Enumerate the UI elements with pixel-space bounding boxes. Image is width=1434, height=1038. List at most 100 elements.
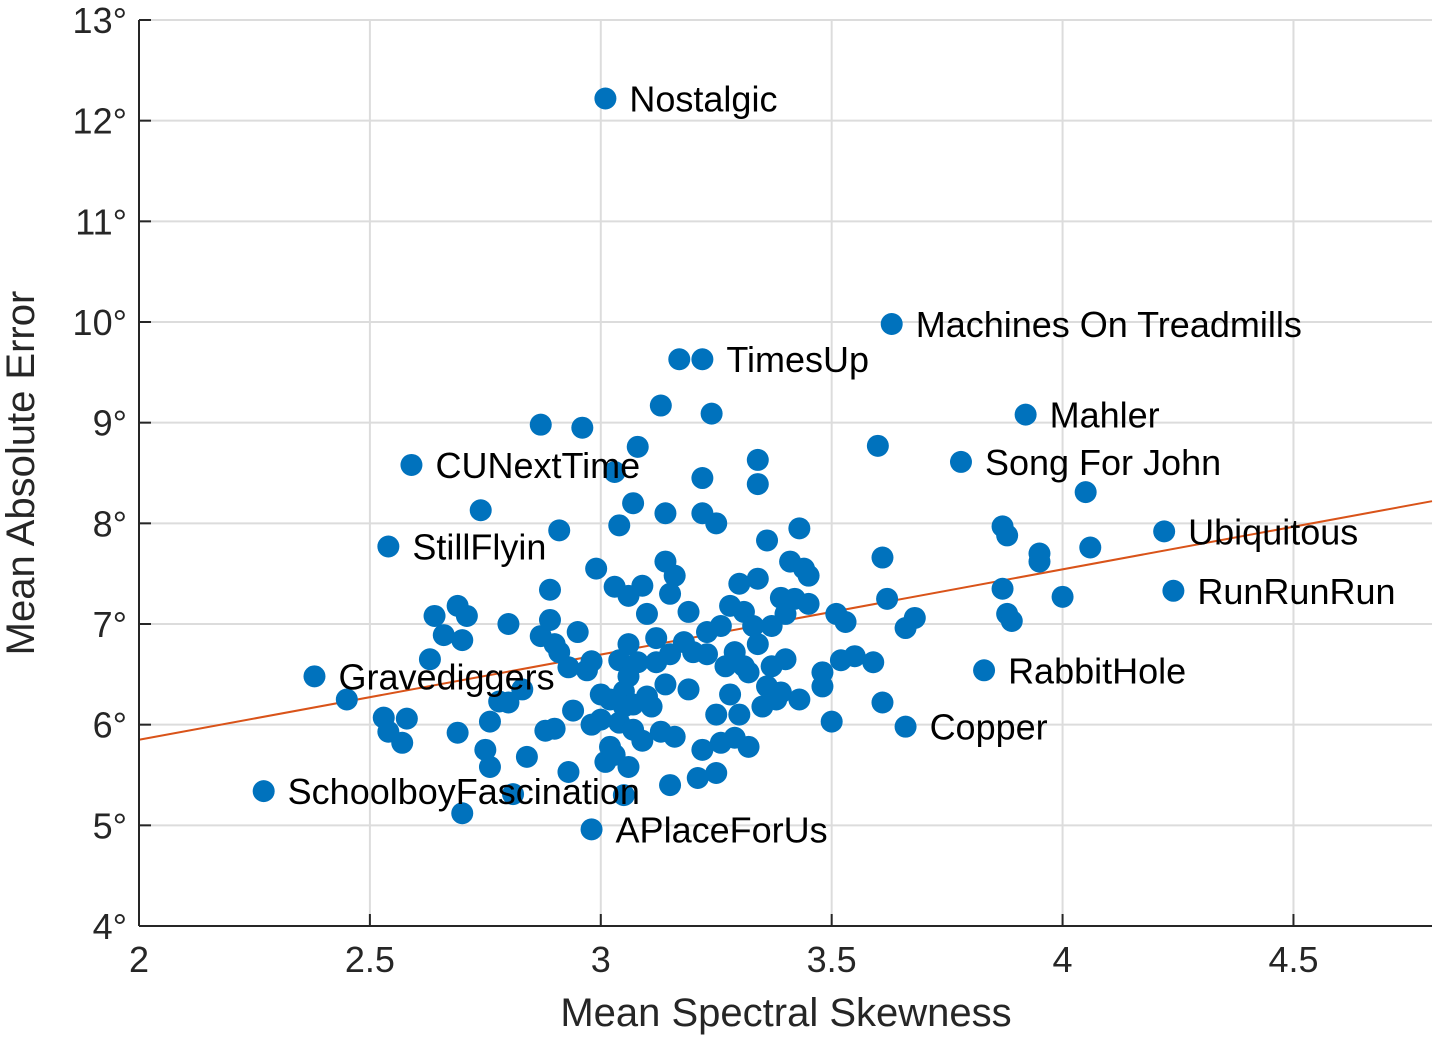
data-point bbox=[663, 725, 686, 748]
data-point-labeled bbox=[1162, 579, 1185, 602]
tick-labels: 2 2.5 3 3.5 4 4.5 4° 5° 6° 7° 8° 9° 10° 11° 12° 13° bbox=[73, 0, 1319, 980]
data-point bbox=[511, 678, 534, 701]
x-tick-label: 3 bbox=[591, 939, 611, 980]
data-point bbox=[589, 708, 612, 731]
data-point bbox=[705, 761, 728, 784]
data-point bbox=[862, 651, 885, 674]
point-label: Ubiquitous bbox=[1188, 511, 1358, 552]
data-point bbox=[788, 517, 811, 540]
data-point bbox=[691, 467, 714, 490]
point-label: Gravediggers bbox=[338, 656, 554, 697]
point-labels: Nostalgic Machines On Treadmills TimesUp Ma… bbox=[288, 79, 1396, 851]
data-point bbox=[705, 703, 728, 726]
y-tick-label: 6° bbox=[93, 705, 127, 746]
data-point-labeled bbox=[1014, 403, 1037, 426]
data-point bbox=[566, 621, 589, 644]
data-point bbox=[774, 648, 797, 671]
data-point-labeled bbox=[973, 659, 996, 682]
data-point-labeled bbox=[894, 715, 917, 738]
data-point-labeled bbox=[880, 313, 903, 336]
data-point bbox=[746, 633, 769, 656]
data-point bbox=[497, 613, 520, 635]
data-point bbox=[843, 645, 866, 668]
data-point bbox=[663, 564, 686, 587]
data-point bbox=[418, 648, 441, 671]
data-point bbox=[626, 435, 649, 458]
x-tick-label: 2.5 bbox=[345, 939, 395, 980]
y-tick-label: 10° bbox=[73, 302, 127, 343]
data-point bbox=[423, 604, 446, 627]
data-point bbox=[654, 673, 677, 696]
data-point bbox=[659, 774, 682, 797]
y-tick-label: 8° bbox=[93, 503, 127, 544]
data-point bbox=[991, 577, 1014, 600]
data-point bbox=[746, 567, 769, 590]
data-point-labeled bbox=[400, 453, 423, 476]
data-point bbox=[622, 492, 645, 515]
data-point bbox=[474, 738, 497, 761]
data-point bbox=[871, 546, 894, 569]
y-axis-label: Mean Absolute Error bbox=[0, 291, 43, 656]
data-point-labeled bbox=[1153, 520, 1176, 543]
data-point bbox=[695, 643, 718, 666]
data-point-labeled bbox=[594, 87, 617, 110]
point-label: RabbitHole bbox=[1008, 650, 1186, 691]
data-point-labeled bbox=[252, 780, 275, 803]
data-point bbox=[631, 574, 654, 597]
data-point bbox=[728, 572, 751, 595]
data-point bbox=[1074, 481, 1097, 504]
data-point bbox=[645, 627, 668, 650]
data-point bbox=[737, 735, 760, 758]
data-point bbox=[608, 514, 631, 537]
data-point bbox=[502, 783, 525, 806]
data-point bbox=[451, 629, 474, 652]
y-tick-label: 13° bbox=[73, 0, 127, 41]
data-points bbox=[252, 87, 1185, 841]
x-axis-label: Mean Spectral Skewness bbox=[560, 991, 1011, 1035]
data-point bbox=[654, 502, 677, 525]
data-point bbox=[797, 564, 820, 587]
data-point bbox=[1000, 609, 1023, 632]
data-point bbox=[617, 633, 640, 656]
data-point bbox=[705, 512, 728, 535]
data-point bbox=[834, 610, 857, 633]
point-label: Song For John bbox=[985, 442, 1221, 483]
data-point bbox=[1079, 536, 1102, 559]
data-point bbox=[635, 602, 658, 625]
data-point bbox=[562, 699, 585, 722]
data-point bbox=[557, 656, 580, 679]
data-point bbox=[788, 688, 811, 711]
data-point bbox=[580, 650, 603, 673]
y-tick-label: 5° bbox=[93, 805, 127, 846]
data-point bbox=[742, 615, 765, 638]
y-tick-label: 4° bbox=[93, 906, 127, 947]
data-point bbox=[659, 582, 682, 605]
data-point bbox=[603, 460, 626, 483]
data-point bbox=[746, 473, 769, 496]
data-point-labeled bbox=[303, 665, 326, 688]
data-point-labeled bbox=[949, 450, 972, 473]
point-label: Nostalgic bbox=[629, 79, 777, 120]
y-tick-label: 12° bbox=[73, 101, 127, 142]
point-label: TimesUp bbox=[726, 339, 869, 380]
data-point bbox=[903, 606, 926, 629]
data-point bbox=[335, 688, 358, 711]
point-label: APlaceForUs bbox=[616, 809, 828, 850]
data-point bbox=[631, 729, 654, 752]
data-point bbox=[497, 691, 520, 714]
data-point-labeled bbox=[377, 535, 400, 558]
data-point bbox=[866, 434, 889, 457]
data-point bbox=[612, 784, 635, 807]
x-tick-label: 3.5 bbox=[807, 939, 857, 980]
data-point bbox=[432, 624, 455, 647]
axes bbox=[138, 19, 1432, 927]
data-point bbox=[478, 755, 501, 778]
data-point bbox=[543, 717, 566, 740]
data-point bbox=[811, 661, 834, 684]
data-point bbox=[391, 731, 414, 754]
data-point bbox=[709, 615, 732, 638]
data-point bbox=[668, 348, 691, 371]
y-tick-label: 7° bbox=[93, 604, 127, 645]
x-tick-label: 4.5 bbox=[1268, 939, 1318, 980]
